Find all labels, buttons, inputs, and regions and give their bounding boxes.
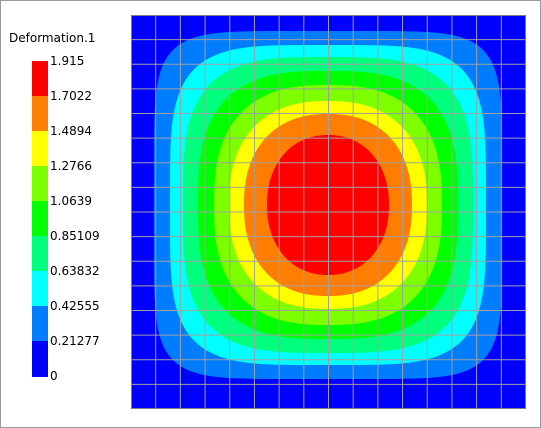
mesh-grid [131,15,526,409]
scale-tick-label: 1.0639 [50,194,92,208]
color-band-3 [32,131,48,167]
scale-tick-label: 0.85109 [50,229,100,243]
color-band-4 [32,166,48,202]
color-band-2 [32,96,48,132]
color-band-8 [32,306,48,342]
plot-border [131,15,526,409]
color-band-9 [32,341,48,377]
color-scale-bar [32,61,48,377]
scale-tick-label: 1.915 [50,54,85,68]
scale-tick-label: 1.4894 [50,124,92,138]
color-band-1 [32,61,48,97]
scale-tick-label: 0.42555 [50,299,100,313]
color-band-7 [32,271,48,307]
color-band-6 [32,236,48,272]
scale-tick-label: 1.7022 [50,89,92,103]
deformation-contour-plot[interactable] [131,15,526,409]
scale-tick-label: 1.2766 [50,159,92,173]
scale-tick-label: 0.21277 [50,334,100,348]
color-band-5 [32,201,48,237]
scale-tick-label: 0.63832 [50,264,100,278]
legend-title: Deformation.1 [9,31,96,45]
scale-tick-label: 0 [50,369,58,383]
